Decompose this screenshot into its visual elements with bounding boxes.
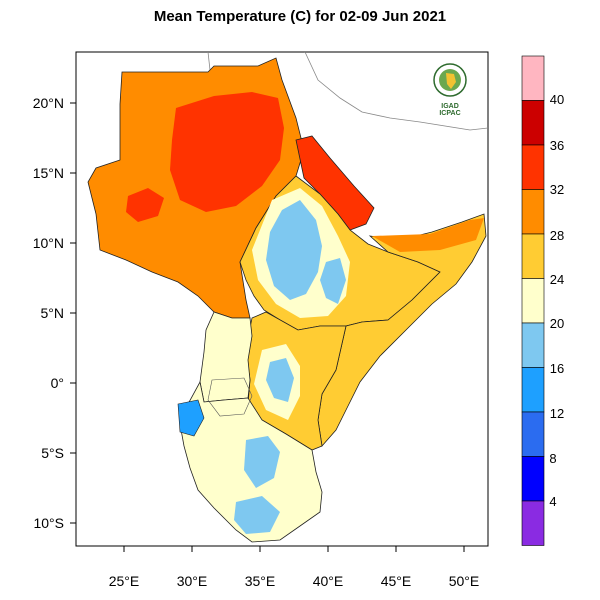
colorbar-label: 28 (550, 228, 564, 243)
axis-ticks (70, 102, 465, 552)
lon-tick-label: 50°E (449, 573, 480, 589)
colorbar-swatch (521, 456, 545, 502)
region-tanzania-cool-2 (234, 496, 280, 534)
lat-tick-labels: 20°N 15°N 10°N 5°N 0° 5°S 10°S (33, 95, 64, 531)
colorbar-label: 4 (549, 494, 556, 509)
region-kenya-cool (266, 358, 294, 402)
colorbar-swatch (521, 189, 545, 235)
colorbar-label: 40 (550, 92, 564, 107)
colorbar-swatch (521, 55, 545, 101)
region-eritrea (295, 135, 375, 231)
colorbar-swatch (521, 144, 545, 190)
colorbar-swatch (521, 100, 545, 146)
logo-top-text: IGAD (441, 103, 459, 110)
region-hot-west (126, 188, 164, 222)
colorbar-label: 24 (550, 272, 564, 287)
colorbar-swatches (521, 55, 545, 546)
colorbar-swatch (521, 411, 545, 457)
colorbar-label: 16 (550, 361, 564, 376)
lat-tick-label: 20°N (33, 95, 64, 111)
colorbar-swatch (521, 367, 545, 413)
colorbar-label: 8 (549, 451, 556, 466)
lat-tick-label: 5°S (41, 445, 64, 461)
colorbar: 4 8 12 16 20 24 28 32 36 40 (521, 55, 564, 546)
colorbar-swatch (521, 500, 545, 546)
region-somalia (317, 213, 487, 447)
lon-tick-label: 30°E (177, 573, 208, 589)
lat-tick-label: 10°N (33, 235, 64, 251)
region-ethiopia-cool-2 (320, 258, 346, 304)
logo-bottom-text: ICPAC (439, 110, 461, 117)
region-ethiopia-cool (266, 200, 322, 300)
lon-tick-labels: 25°E 30°E 35°E 40°E 45°E 50°E (109, 573, 480, 589)
coastline-outside (304, 51, 489, 131)
region-tanzania-cool (244, 436, 280, 488)
colorbar-labels: 4 8 12 16 20 24 28 32 36 40 (549, 92, 564, 509)
lon-tick-label: 40°E (313, 573, 344, 589)
region-somalia-north-hot (372, 218, 484, 252)
colorbar-swatch (521, 322, 545, 368)
colorbar-swatch (521, 233, 545, 279)
lat-tick-label: 0° (51, 375, 64, 391)
igad-logo: IGAD ICPAC (424, 62, 476, 124)
border-outside (207, 51, 211, 71)
colorbar-label: 20 (550, 316, 564, 331)
lat-tick-label: 5°N (41, 305, 65, 321)
colorbar-label: 32 (550, 182, 564, 197)
region-uganda (199, 311, 253, 403)
lake-victoria (207, 377, 253, 417)
colorbar-label: 36 (550, 138, 564, 153)
colorbar-swatch (521, 278, 545, 324)
region-hot-core (170, 92, 284, 212)
colorbar-label: 12 (550, 406, 564, 421)
lon-tick-label: 35°E (245, 573, 276, 589)
map-title: Mean Temperature (C) for 02-09 Jun 2021 (153, 8, 447, 25)
lon-tick-label: 25°E (109, 573, 140, 589)
region-rwanda-burundi (177, 399, 205, 437)
lat-tick-label: 15°N (33, 165, 64, 181)
lat-tick-label: 10°S (33, 515, 64, 531)
lon-tick-label: 45°E (381, 573, 412, 589)
igad-emblem-icon (433, 63, 467, 97)
